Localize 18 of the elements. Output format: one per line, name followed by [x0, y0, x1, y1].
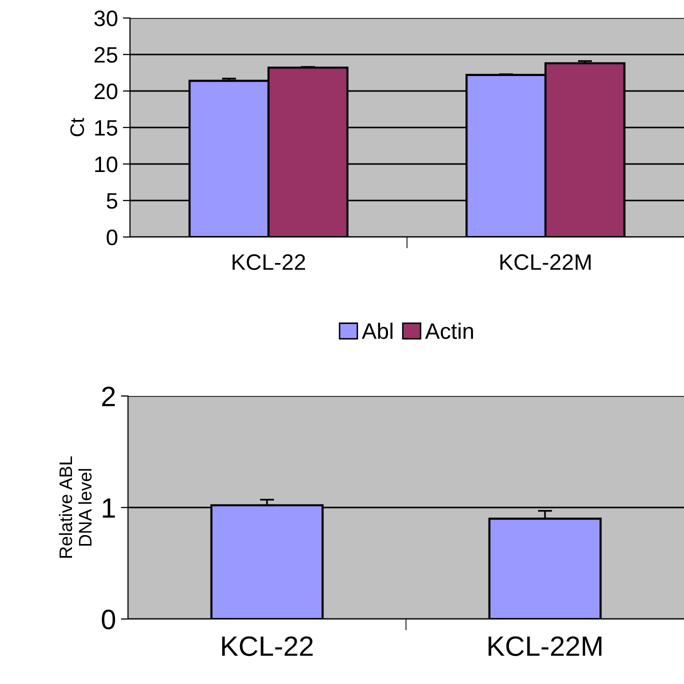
y-tick-label: 1	[102, 498, 115, 518]
x-tick-label: KCL-22M	[488, 636, 602, 656]
y-tick-label: 0	[102, 610, 116, 630]
y-tick-label: 2	[102, 386, 115, 406]
legend-label: Actin	[425, 322, 473, 340]
y-tick-label: 25	[94, 47, 118, 63]
y-tick-label: 0	[106, 230, 118, 246]
y-axis-title: Relative ABL DNA level	[58, 456, 92, 558]
y-tick-label: 20	[94, 84, 118, 100]
y-tick-label: 5	[106, 193, 118, 209]
x-tick-label: KCL-22	[222, 636, 313, 656]
y-tick-label: 30	[94, 10, 118, 26]
y-tick-label: 15	[95, 120, 118, 136]
y-tick-label: 10	[95, 156, 118, 172]
x-tick-label: KCL-22M	[500, 254, 591, 270]
y-axis-title: Ct	[70, 118, 84, 136]
x-tick-label: KCL-22	[232, 254, 306, 270]
legend-label: Abl	[362, 322, 392, 340]
